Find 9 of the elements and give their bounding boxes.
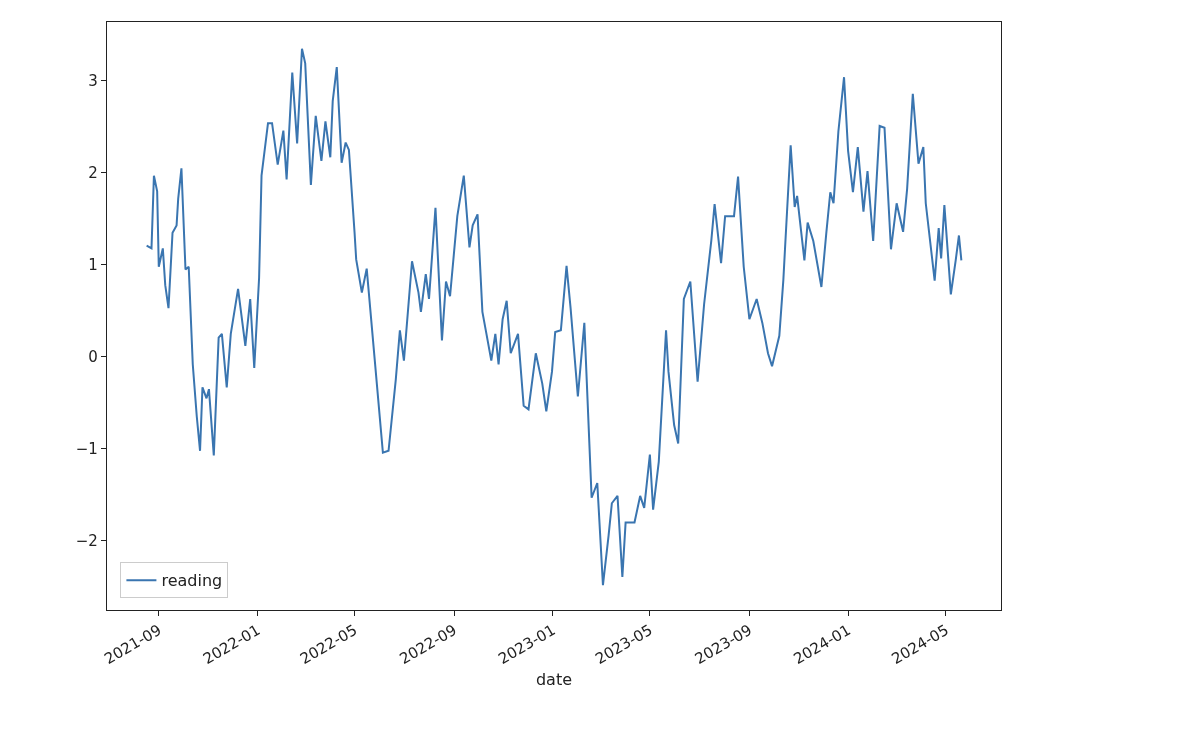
y-tick-label: 1 bbox=[88, 256, 98, 275]
legend-label: reading bbox=[161, 571, 223, 591]
y-tick-label: 2 bbox=[88, 164, 98, 183]
y-tick-label: −2 bbox=[75, 532, 98, 551]
x-axis-title: date bbox=[535, 669, 573, 689]
y-tick-label: −1 bbox=[75, 440, 98, 459]
y-tick-label: 3 bbox=[88, 72, 98, 91]
line-series bbox=[145, 47, 963, 587]
y-tick-label: 0 bbox=[88, 348, 98, 367]
